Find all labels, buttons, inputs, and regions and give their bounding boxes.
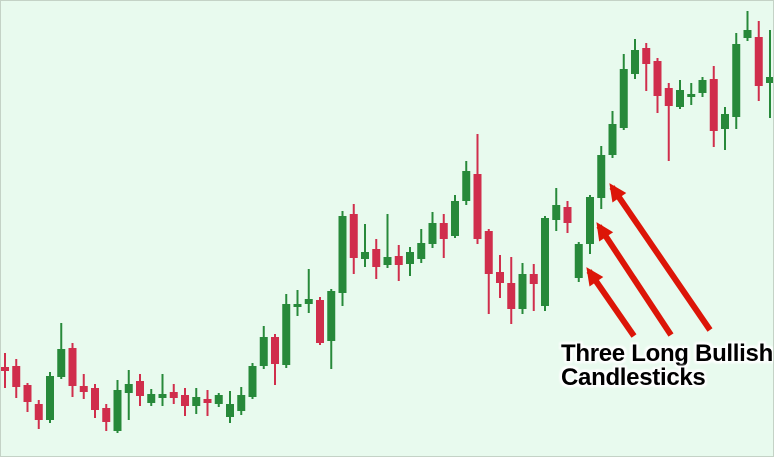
candle-body xyxy=(79,386,88,392)
candle-body xyxy=(709,79,718,131)
candle-body xyxy=(1,367,9,371)
candle-body xyxy=(642,48,651,64)
candle-body xyxy=(282,304,291,365)
candle-wick xyxy=(161,374,164,406)
annotation-arrows xyxy=(586,183,713,338)
candle-body xyxy=(23,385,32,402)
candle-body xyxy=(529,274,538,284)
candle-body xyxy=(664,88,673,106)
candle-body xyxy=(541,218,549,306)
candle-body xyxy=(417,243,426,259)
candle-wick xyxy=(645,43,648,91)
candle-body xyxy=(496,272,504,283)
annotation-arrow xyxy=(609,183,713,332)
candle-body xyxy=(574,244,583,278)
candle-body xyxy=(124,384,133,393)
candle-body xyxy=(383,257,392,265)
candle-body xyxy=(46,376,54,420)
candle-wick xyxy=(667,83,670,161)
annotation-label-line2: Candlesticks xyxy=(561,364,706,391)
candle-body xyxy=(518,274,527,309)
candle-body xyxy=(687,94,696,97)
candle-body xyxy=(406,252,414,264)
candle-body xyxy=(473,174,482,239)
candle-wick xyxy=(364,224,366,267)
candle-wick xyxy=(746,11,749,41)
candle-body xyxy=(676,90,684,107)
candle-wick xyxy=(532,264,535,311)
candle-wick xyxy=(127,370,130,420)
candle-body xyxy=(743,30,752,38)
candle-body xyxy=(349,214,358,258)
candle-body xyxy=(237,395,246,411)
candle-body xyxy=(147,394,156,403)
candle-body xyxy=(169,392,178,398)
candle-body xyxy=(653,61,662,96)
candle-body xyxy=(214,395,223,404)
candle-body xyxy=(428,223,437,244)
candles-layer xyxy=(1,11,773,433)
candle-body xyxy=(259,337,268,366)
candle-body xyxy=(248,366,257,397)
candle-body xyxy=(552,205,561,220)
candle-body xyxy=(597,155,606,198)
candle-body xyxy=(12,366,21,387)
candle-body xyxy=(439,223,448,239)
annotation-arrow xyxy=(586,267,637,338)
candle-body xyxy=(158,394,167,398)
candle-body xyxy=(316,300,324,343)
candle-body xyxy=(394,256,403,265)
candle-body xyxy=(293,304,302,307)
candle-body xyxy=(136,381,144,396)
candle-body xyxy=(327,291,336,341)
candle-body xyxy=(338,216,347,293)
candle-body xyxy=(766,77,773,83)
candle-body xyxy=(57,349,66,377)
candle-body xyxy=(34,404,43,420)
candle-body xyxy=(563,207,572,223)
candle-body xyxy=(754,37,763,86)
candle-body xyxy=(619,69,628,128)
candle-body xyxy=(91,388,99,410)
candle-body xyxy=(361,252,369,259)
candle-wick xyxy=(307,269,310,313)
candle-body xyxy=(304,299,313,304)
candle-body xyxy=(698,80,707,93)
candle-wick xyxy=(386,214,389,268)
candle-wick xyxy=(296,290,299,316)
candle-body xyxy=(721,114,729,129)
annotation-label-line1: Three Long Bullish xyxy=(561,340,773,367)
candle-body xyxy=(68,348,77,386)
candle-body xyxy=(631,50,639,74)
candle-body xyxy=(484,231,493,274)
candle-body xyxy=(372,249,381,267)
candle-body xyxy=(192,397,201,406)
candle-body xyxy=(507,283,516,309)
annotation-arrow xyxy=(596,222,674,337)
candle-body xyxy=(732,44,741,117)
candle-body xyxy=(451,201,459,236)
candle-body xyxy=(608,124,617,155)
candle-body xyxy=(113,390,122,431)
candle-wick xyxy=(769,30,771,118)
candle-body xyxy=(203,399,212,403)
candle-body xyxy=(462,171,471,201)
candle-body xyxy=(102,408,111,422)
candle-body xyxy=(226,404,234,417)
candle-body xyxy=(586,197,594,244)
candle-body xyxy=(271,337,279,364)
annotation-label: Three Long Bullish Candlesticks xyxy=(561,342,773,390)
candle-body xyxy=(181,395,189,406)
